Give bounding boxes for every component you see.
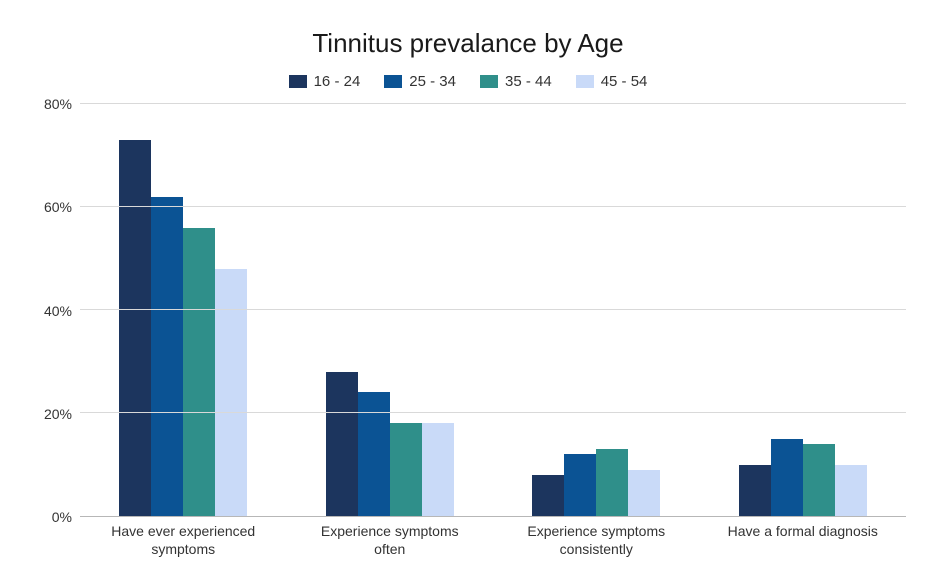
bar-45-54-cat3: [835, 465, 867, 517]
bar-16-24-cat0: [119, 140, 151, 516]
chart-title: Tinnitus prevalance by Age: [30, 28, 906, 59]
legend-swatch-0: [289, 75, 307, 88]
legend-swatch-1: [384, 75, 402, 88]
y-tick-label-0: 0%: [52, 509, 72, 525]
x-label-1: Experience symptoms often: [310, 517, 470, 558]
gridline-60: [80, 206, 906, 207]
bar-35-44-cat2: [596, 449, 628, 516]
bar-group-3: [700, 104, 907, 516]
bar-35-44-cat0: [183, 228, 215, 516]
bar-group-2: [493, 104, 700, 516]
chart-container: Tinnitus prevalance by Age 16 - 24 25 - …: [0, 0, 936, 578]
bar-16-24-cat2: [532, 475, 564, 516]
legend-label-3: 45 - 54: [601, 73, 648, 90]
bar-35-44-cat1: [390, 423, 422, 516]
bar-25-34-cat2: [564, 454, 596, 516]
y-axis: 0% 20% 40% 60% 80%: [30, 104, 80, 517]
bar-16-24-cat1: [326, 372, 358, 516]
x-label-3: Have a formal diagnosis: [723, 517, 883, 558]
x-label-0: Have ever experienced symptoms: [103, 517, 263, 558]
legend-label-2: 35 - 44: [505, 73, 552, 90]
plot-wrap: 0% 20% 40% 60% 80%: [30, 104, 906, 517]
gridline-80: [80, 103, 906, 104]
x-axis-labels: Have ever experienced symptoms Experienc…: [80, 517, 906, 558]
bar-45-54-cat1: [422, 423, 454, 516]
bar-25-34-cat0: [151, 197, 183, 516]
plot-area: [80, 104, 906, 517]
bar-group-1: [287, 104, 494, 516]
legend-item-0: 16 - 24: [289, 73, 361, 90]
y-tick-label-3: 60%: [44, 199, 72, 215]
bar-25-34-cat1: [358, 392, 390, 516]
legend-item-1: 25 - 34: [384, 73, 456, 90]
legend-item-3: 45 - 54: [576, 73, 648, 90]
bar-45-54-cat2: [628, 470, 660, 516]
legend-swatch-2: [480, 75, 498, 88]
y-tick-label-2: 40%: [44, 303, 72, 319]
bar-16-24-cat3: [739, 465, 771, 517]
y-tick-label-4: 80%: [44, 96, 72, 112]
legend-item-2: 35 - 44: [480, 73, 552, 90]
legend-label-1: 25 - 34: [409, 73, 456, 90]
x-label-2: Experience symptoms consistently: [516, 517, 676, 558]
bar-35-44-cat3: [803, 444, 835, 516]
bar-25-34-cat3: [771, 439, 803, 516]
gridline-40: [80, 309, 906, 310]
y-tick-label-1: 20%: [44, 406, 72, 422]
bar-group-0: [80, 104, 287, 516]
legend-label-0: 16 - 24: [314, 73, 361, 90]
gridline-20: [80, 412, 906, 413]
bar-45-54-cat0: [215, 269, 247, 516]
legend: 16 - 24 25 - 34 35 - 44 45 - 54: [30, 73, 906, 90]
bar-groups: [80, 104, 906, 516]
legend-swatch-3: [576, 75, 594, 88]
